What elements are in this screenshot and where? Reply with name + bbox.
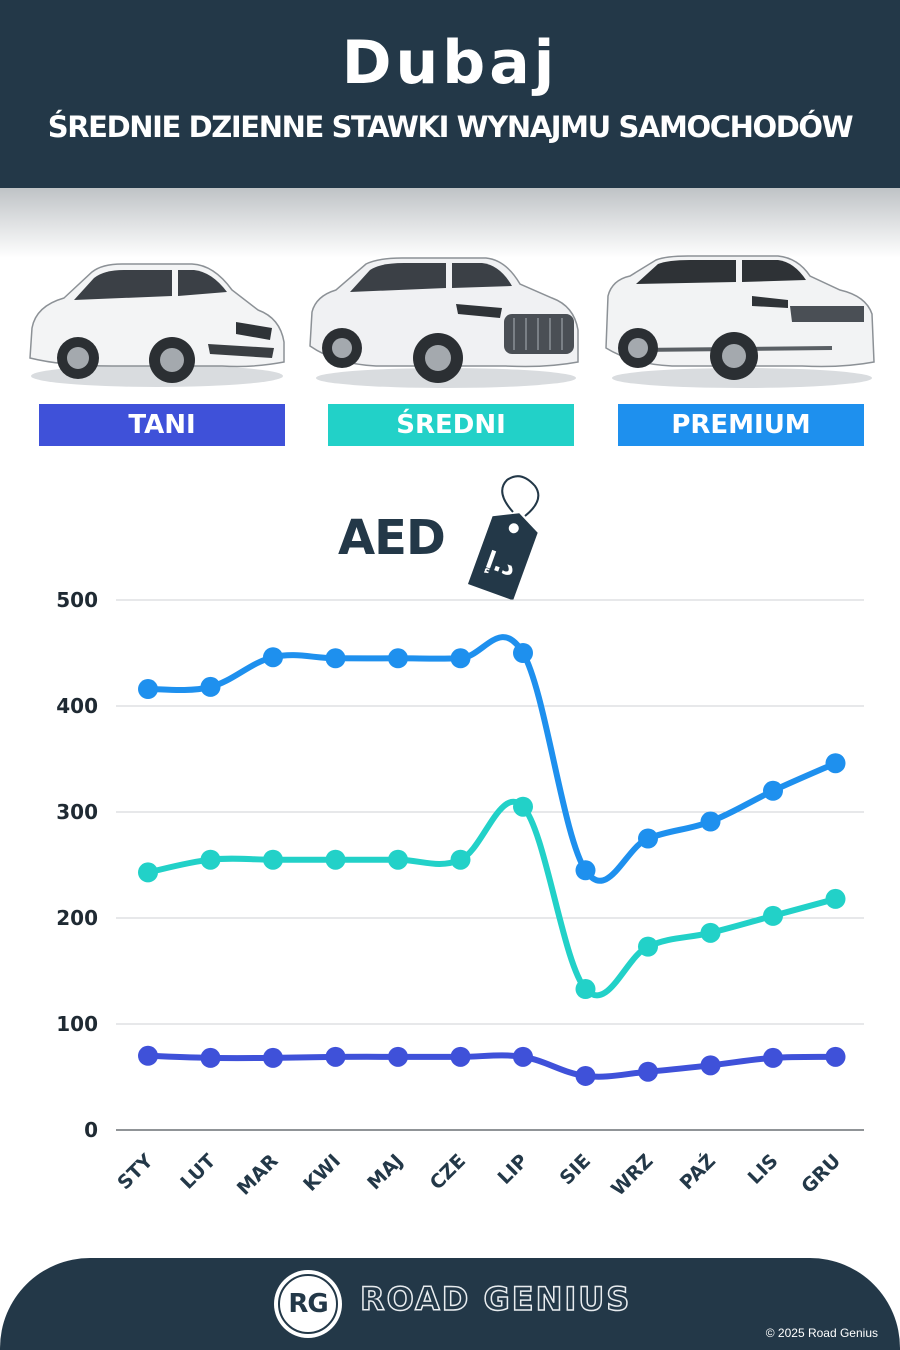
data-point [388, 849, 408, 870]
series-line [145, 634, 839, 884]
header: Dubaj ŚREDNIE DZIENNE STAWKI WYNAJMU SAM… [0, 0, 900, 188]
x-tick-label: GRU [797, 1150, 845, 1198]
header-shadow [0, 188, 900, 258]
data-point [138, 1045, 158, 1066]
data-point [325, 1046, 346, 1067]
y-tick-label: 200 [56, 906, 98, 930]
data-point [450, 849, 471, 870]
midrange-car-image [309, 257, 579, 388]
x-tick-label: CZE [426, 1150, 470, 1194]
data-point [450, 1046, 471, 1067]
data-point [513, 796, 533, 817]
data-point [763, 1047, 783, 1068]
data-point [263, 1047, 283, 1068]
data-point [388, 1046, 408, 1067]
data-point [763, 905, 783, 926]
data-point [450, 648, 471, 669]
data-point [325, 648, 346, 669]
data-point [138, 862, 158, 883]
data-point [575, 860, 596, 881]
x-tick-label: PAŹ [675, 1149, 720, 1194]
x-tick-label: LIS [744, 1150, 783, 1189]
data-point [138, 679, 158, 700]
data-point [700, 811, 721, 832]
currency-label: AED [338, 510, 446, 566]
x-tick-label: WRZ [607, 1150, 657, 1200]
data-point [513, 643, 533, 663]
series-line [145, 798, 839, 999]
data-point [638, 828, 658, 849]
page-subtitle: ŚREDNIE DZIENNE STAWKI WYNAJMU SAMOCHODÓ… [47, 110, 854, 144]
y-tick-label: 0 [84, 1118, 98, 1142]
y-tick-label: 500 [56, 588, 98, 612]
data-point [700, 1055, 721, 1076]
category-label-premium: PREMIUM [618, 404, 864, 446]
data-point [263, 647, 283, 668]
footer: RG ROAD GENIUS © 2025 Road Genius [0, 1258, 900, 1350]
data-point [575, 979, 596, 1000]
data-point [513, 1046, 533, 1067]
y-tick-label: 300 [56, 800, 98, 824]
data-point [638, 1061, 658, 1082]
data-point [325, 849, 346, 870]
data-point [200, 676, 221, 697]
data-point [825, 1046, 846, 1067]
premium-car-image [605, 255, 875, 388]
line-chart: 0 100 200 300 400 500 STY LUT MAR KWI MAJ CZE LIP SIE… [56, 588, 864, 1200]
copyright: © 2025 Road Genius [765, 1326, 878, 1340]
x-tick-label: SIE [556, 1150, 595, 1189]
data-point [200, 1047, 221, 1068]
brand-name: ROAD GENIUS [359, 1279, 632, 1319]
city-title: Dubaj [341, 28, 559, 98]
x-tick-label: LUT [176, 1150, 220, 1194]
logo-text: RG [278, 1274, 338, 1334]
logo: RG [274, 1270, 342, 1338]
data-point [763, 780, 783, 801]
y-tick-label: 100 [56, 1012, 98, 1036]
series-line [145, 1052, 839, 1080]
x-tick-label: LIP [494, 1150, 533, 1189]
data-point [825, 753, 846, 774]
data-point [200, 849, 221, 870]
data-point [263, 849, 283, 870]
x-tick-label: STY [113, 1150, 157, 1194]
budget-car-image [29, 263, 285, 387]
data-point [638, 936, 658, 957]
y-tick-label: 400 [56, 694, 98, 718]
category-label-midrange: ŚREDNI [328, 404, 574, 446]
x-tick-label: MAJ [363, 1150, 407, 1194]
data-point [700, 922, 721, 943]
data-point [825, 888, 846, 909]
price-tag-icon: د.إ [467, 475, 540, 601]
data-point [575, 1065, 596, 1086]
data-point [388, 648, 408, 669]
x-tick-label: KWI [299, 1150, 345, 1196]
x-tick-label: MAR [233, 1150, 283, 1200]
category-label-budget: TANI [39, 404, 285, 446]
